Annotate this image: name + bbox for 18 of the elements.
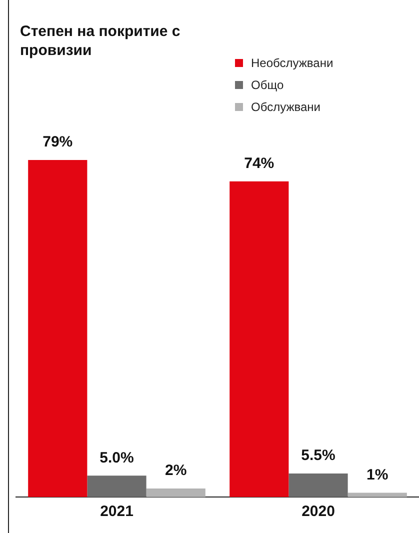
legend-label: Обслужвани [251, 100, 320, 114]
legend-label: Необслужвани [251, 56, 334, 70]
bar [230, 181, 289, 497]
data-label: 79% [42, 134, 73, 151]
bar [348, 492, 407, 497]
data-label: 5.0% [100, 449, 134, 466]
bar [146, 488, 206, 497]
data-label: 5.5% [301, 447, 336, 464]
chart-title: Степен на покритие с провизии [20, 22, 182, 60]
data-label: 1% [366, 466, 388, 484]
legend-label: Общо [251, 78, 284, 92]
bar [28, 160, 88, 497]
bar [288, 474, 348, 497]
x-tick-label: 2020 [302, 503, 335, 520]
data-label: 2% [165, 462, 187, 480]
bar [87, 476, 146, 497]
data-label: 74% [244, 154, 274, 172]
x-tick-label: 2021 [100, 503, 134, 520]
